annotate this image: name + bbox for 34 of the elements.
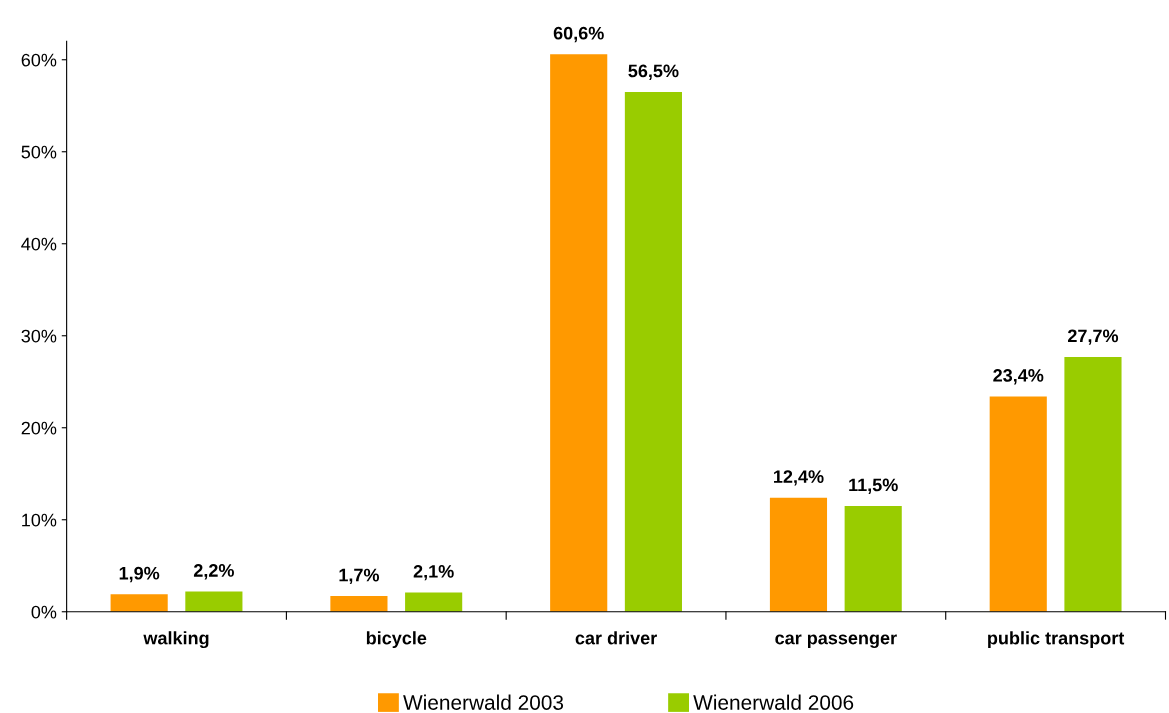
- y-tick-label: 60%: [21, 53, 57, 67]
- y-tick-label: 40%: [21, 237, 57, 251]
- data-label: 12,4%: [774, 470, 824, 486]
- x-tick-label: car passenger: [775, 634, 897, 649]
- legend-label: Wienerwald 2006: [693, 694, 854, 710]
- x-tick-label: bicycle: [366, 631, 427, 649]
- y-tick-label: 10%: [22, 513, 57, 527]
- data-label: 60,6%: [553, 26, 604, 43]
- bar: [624, 91, 682, 612]
- data-label: 2,2%: [193, 564, 234, 580]
- data-label: 27,7%: [1068, 329, 1119, 345]
- y-tick-label: 20%: [21, 421, 57, 435]
- bar: [405, 592, 463, 612]
- x-tick-label: walking: [143, 631, 209, 649]
- y-tick-label: 50%: [21, 145, 57, 159]
- bar: [769, 497, 828, 612]
- data-label: 1,9%: [119, 566, 160, 583]
- data-label: 1,7%: [339, 568, 380, 585]
- bar: [844, 505, 902, 612]
- data-label: 23,4%: [993, 369, 1044, 385]
- data-label: 2,1%: [413, 564, 454, 581]
- bar: [989, 396, 1047, 612]
- x-tick-label: public transport: [988, 631, 1125, 649]
- data-label: 11,5%: [849, 478, 898, 494]
- bar: [110, 594, 168, 612]
- y-tick-label: 30%: [21, 329, 57, 343]
- bar: [1064, 356, 1122, 612]
- bar: [185, 591, 243, 612]
- x-tick-label: car driver: [575, 631, 657, 645]
- legend-label: Wienerwald 2003: [403, 694, 564, 710]
- bar: [550, 54, 608, 612]
- bar: [330, 596, 388, 612]
- data-label: 56,5%: [628, 64, 679, 80]
- y-tick-label: 0%: [31, 605, 57, 619]
